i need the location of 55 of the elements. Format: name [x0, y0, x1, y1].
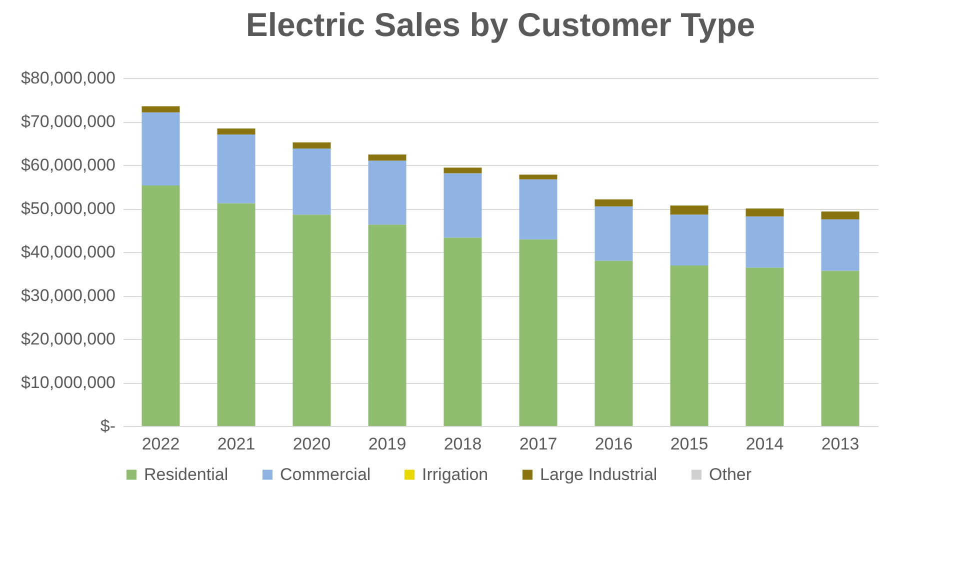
x-tick-label: 2021 [217, 434, 256, 454]
y-tick-label: $20,000,000 [20, 330, 116, 348]
legend-label: Irrigation [422, 464, 488, 484]
chart-title: Electric Sales by Customer Type [246, 6, 756, 43]
bar [670, 265, 708, 426]
bar [444, 168, 482, 174]
bar [142, 185, 180, 426]
bar [821, 219, 860, 271]
y-tick-label: $50,000,000 [20, 199, 116, 218]
x-tick-label: 2014 [746, 434, 784, 454]
legend-label: Large Industrial [540, 464, 658, 484]
bar [368, 160, 406, 225]
bar [821, 212, 860, 220]
bar [217, 203, 256, 426]
x-tick-label: 2016 [594, 434, 633, 454]
bar [670, 205, 708, 215]
x-tick-label: 2013 [821, 434, 860, 454]
x-tick-label: 2020 [292, 434, 331, 454]
x-tick-label: 2022 [142, 434, 180, 454]
x-tick-label: 2018 [444, 434, 482, 454]
y-tick-label: $70,000,000 [20, 112, 116, 131]
legend-label: Other [709, 464, 752, 484]
bar [292, 142, 331, 148]
bar [292, 214, 331, 426]
bar [444, 238, 482, 426]
y-tick-label: $60,000,000 [20, 156, 116, 174]
bar [594, 206, 633, 261]
bar [594, 199, 633, 206]
y-tick-label: $80,000,000 [20, 68, 116, 88]
bar [519, 174, 558, 180]
bar [670, 214, 708, 266]
bar [368, 224, 406, 426]
bar [746, 208, 784, 216]
legend-label: Residential [144, 464, 228, 484]
bar [519, 239, 558, 426]
y-tick-label: $10,000,000 [20, 373, 116, 392]
bar [368, 154, 406, 161]
bar [519, 179, 558, 240]
x-tick-label: 2017 [519, 434, 558, 454]
bar [292, 148, 331, 215]
bar [217, 134, 256, 204]
bar [217, 128, 256, 135]
x-tick-label: 2015 [670, 434, 708, 454]
bar [821, 270, 860, 426]
y-tick-label: $40,000,000 [20, 242, 116, 262]
bar [444, 173, 482, 238]
bar [746, 268, 784, 426]
legend-label: Commercial [280, 464, 371, 484]
bar [142, 106, 180, 112]
x-tick-label: 2019 [368, 434, 406, 454]
bar [746, 216, 784, 268]
y-tick-label: $30,000,000 [20, 286, 116, 305]
bar [142, 112, 180, 186]
y-tick-label: $- [100, 416, 116, 436]
bar [594, 260, 633, 426]
